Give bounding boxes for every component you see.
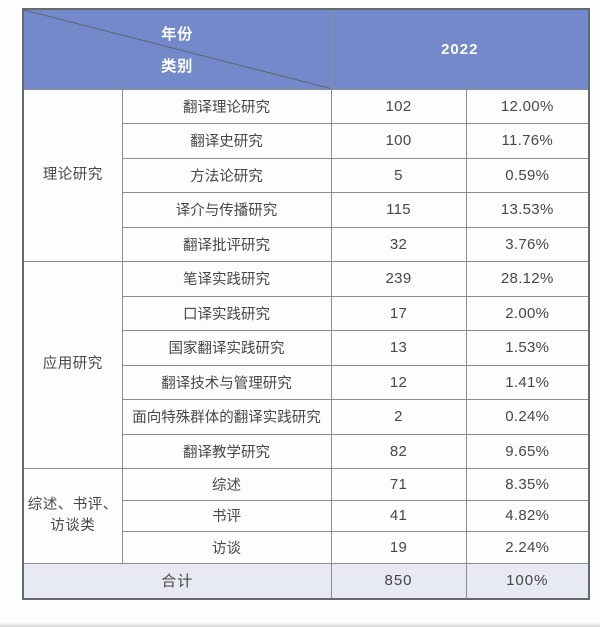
- percent-cell: 0.24%: [465, 399, 590, 435]
- count-cell: 71: [330, 468, 467, 501]
- category-cell: 笔译实践研究: [121, 261, 332, 297]
- scan-bottom-edge: [0, 622, 600, 627]
- table-row: 翻译教学研究 82 9.65%: [23, 433, 590, 469]
- total-percent-cell: 100%: [465, 562, 590, 600]
- category-cell: 译介与传播研究: [121, 192, 332, 228]
- percent-cell: 2.24%: [465, 531, 590, 564]
- diagonal-divider-line: [24, 10, 330, 88]
- count-cell: 2: [330, 399, 467, 435]
- statistics-table: 年份 类别 2022 理论研究 翻译理论研究 102 12.00% 翻译史研究 …: [22, 8, 590, 600]
- table-row: 翻译史研究 100 11.76%: [23, 123, 590, 159]
- count-cell: 5: [330, 157, 467, 193]
- category-cell: 书评: [121, 499, 332, 532]
- table-row: 方法论研究 5 0.59%: [23, 157, 590, 193]
- percent-cell: 1.53%: [465, 330, 590, 366]
- count-cell: 13: [330, 330, 467, 366]
- count-cell: 102: [330, 88, 467, 124]
- percent-cell: 3.76%: [465, 226, 590, 262]
- table-row: 综述、书评、 访谈类 综述 71 8.35%: [22, 468, 590, 564]
- percent-cell: 2.00%: [465, 295, 590, 331]
- header-row: 年份 类别 2022: [22, 8, 590, 90]
- group-label-theory: 理论研究: [22, 88, 123, 262]
- percent-cell: 0.59%: [465, 157, 590, 193]
- table-row: 理论研究 翻译理论研究 102 12.00%: [22, 88, 590, 262]
- category-cell: 访谈: [121, 531, 332, 564]
- category-cell: 口译实践研究: [121, 295, 332, 331]
- category-cell: 翻译理论研究: [121, 88, 332, 124]
- percent-cell: 1.41%: [465, 364, 590, 400]
- percent-cell: 11.76%: [465, 123, 590, 159]
- total-label-cell: 合计: [22, 562, 332, 600]
- table-row: 面向特殊群体的翻译实践研究 2 0.24%: [23, 399, 590, 435]
- count-cell: 239: [330, 261, 467, 297]
- header-corner-cell: 年份 类别: [22, 8, 332, 90]
- category-cell: 翻译技术与管理研究: [121, 364, 332, 400]
- header-category-axis-label: 类别: [161, 57, 194, 75]
- percent-cell: 4.82%: [465, 499, 590, 532]
- category-cell: 综述: [121, 468, 332, 501]
- header-year-cell: 2022: [330, 8, 590, 90]
- count-cell: 12: [330, 364, 467, 400]
- count-cell: 82: [330, 433, 467, 469]
- percent-cell: 12.00%: [465, 88, 590, 124]
- category-cell: 翻译批评研究: [121, 226, 332, 262]
- table-row: 国家翻译实践研究 13 1.53%: [23, 330, 590, 366]
- count-cell: 32: [330, 226, 467, 262]
- group-label-applied: 应用研究: [22, 261, 123, 469]
- category-cell: 翻译史研究: [121, 123, 332, 159]
- category-cell: 翻译教学研究: [121, 433, 332, 469]
- total-row: 合计 850 100%: [22, 562, 590, 600]
- group-label-review: 综述、书评、 访谈类: [22, 468, 123, 564]
- percent-cell: 9.65%: [465, 433, 590, 469]
- count-cell: 100: [330, 123, 467, 159]
- percent-cell: 28.12%: [465, 261, 590, 297]
- category-cell: 方法论研究: [121, 157, 332, 193]
- count-cell: 41: [330, 499, 467, 532]
- count-cell: 17: [330, 295, 467, 331]
- table-row: 访谈 19 2.24%: [23, 531, 590, 564]
- percent-cell: 13.53%: [465, 192, 590, 228]
- category-cell: 面向特殊群体的翻译实践研究: [121, 399, 332, 435]
- header-year-axis-label: 年份: [161, 26, 194, 43]
- category-cell: 国家翻译实践研究: [121, 330, 332, 366]
- table-row: 翻译技术与管理研究 12 1.41%: [23, 364, 590, 400]
- count-cell: 19: [330, 531, 467, 564]
- percent-cell: 8.35%: [465, 468, 590, 501]
- table-row: 应用研究 笔译实践研究 239 28.12%: [22, 261, 590, 469]
- count-cell: 115: [330, 192, 467, 228]
- total-count-cell: 850: [330, 562, 467, 600]
